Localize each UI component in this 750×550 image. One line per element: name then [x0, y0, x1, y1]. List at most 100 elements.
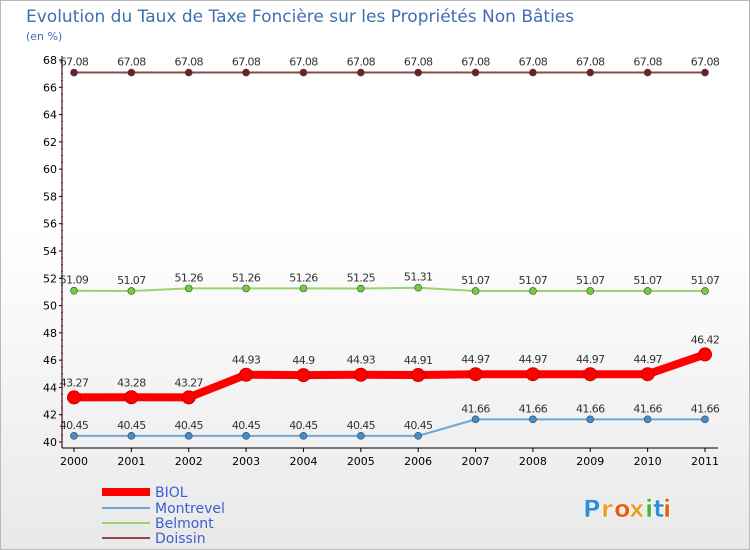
y-minor-tick [61, 148, 63, 150]
y-minor-tick [61, 380, 63, 382]
y-minor-tick [61, 66, 63, 68]
data-point-montrevel [299, 432, 308, 440]
data-label-doissin: 67.08 [232, 56, 261, 69]
y-minor-tick [61, 434, 63, 436]
data-point-biol [411, 368, 426, 383]
y-minor-tick [61, 270, 63, 272]
y-tick-label: 66 [43, 81, 57, 94]
series-line-montrevel [73, 418, 706, 437]
y-minor-tick [61, 59, 63, 61]
data-point-montrevel [127, 432, 136, 440]
y-tick-label: 48 [43, 327, 57, 340]
data-point-doissin [127, 68, 136, 77]
y-tick-label: 62 [43, 136, 57, 149]
chart-subtitle: (en %) [26, 30, 62, 43]
data-label-montrevel: 41.66 [691, 402, 720, 415]
y-minor-tick [61, 223, 63, 225]
data-label-belmont: 51.07 [633, 274, 662, 287]
series-line-belmont [73, 286, 706, 292]
data-label-doissin: 67.08 [117, 56, 146, 69]
y-minor-tick [61, 346, 63, 347]
y-minor-tick [61, 93, 63, 95]
data-point-belmont [414, 283, 422, 292]
y-minor-tick [61, 298, 63, 300]
y-minor-tick [61, 230, 63, 232]
series-line-biol [70, 350, 709, 402]
data-point-montrevel [586, 415, 595, 424]
data-label-montrevel: 40.45 [117, 419, 146, 432]
series-lines [70, 71, 709, 437]
data-label-belmont: 51.26 [174, 271, 203, 284]
y-minor-tick [61, 100, 63, 102]
data-label-biol: 43.27 [174, 376, 203, 389]
x-tick-label: 2004 [289, 455, 317, 468]
data-point-montrevel [471, 415, 480, 424]
y-minor-tick [61, 318, 63, 320]
data-point-belmont [586, 287, 595, 295]
y-minor-tick [61, 86, 63, 88]
y-tick-label: 40 [43, 436, 57, 449]
data-point-doissin [299, 68, 308, 77]
y-minor-tick [61, 182, 63, 184]
data-label-doissin: 67.08 [519, 56, 548, 69]
y-tick-label: 60 [43, 163, 57, 176]
y-minor-tick [61, 325, 63, 327]
data-label-montrevel: 40.45 [232, 419, 261, 432]
y-minor-tick [61, 400, 63, 402]
data-label-montrevel: 41.66 [576, 402, 605, 415]
data-point-montrevel [701, 415, 709, 424]
y-minor-tick [61, 264, 63, 266]
data-point-belmont [357, 284, 365, 293]
data-label-doissin: 67.08 [633, 56, 662, 69]
y-minor-tick [61, 161, 63, 163]
y-minor-tick [61, 414, 63, 416]
y-minor-tick [61, 284, 63, 286]
y-minor-tick [61, 73, 63, 75]
data-point-belmont [529, 287, 537, 295]
data-point-belmont [70, 286, 78, 295]
data-point-montrevel [357, 432, 365, 440]
legend-label-belmont: Belmont [155, 516, 214, 532]
data-label-montrevel: 41.66 [519, 402, 548, 415]
y-minor-tick [61, 332, 63, 334]
y-tick-label: 46 [43, 354, 57, 367]
data-label-montrevel: 40.45 [60, 419, 89, 432]
data-label-biol: 44.91 [404, 354, 433, 367]
y-minor-tick [61, 441, 63, 443]
data-label-belmont: 51.07 [461, 274, 490, 287]
data-label-biol: 44.9 [292, 354, 315, 367]
y-minor-tick [61, 134, 63, 136]
data-label-biol: 44.93 [232, 354, 261, 367]
data-point-belmont [701, 287, 709, 295]
data-point-belmont [184, 284, 193, 293]
y-minor-tick [61, 114, 63, 116]
y-minor-tick [61, 216, 63, 218]
y-minor-tick [61, 386, 63, 388]
y-tick-label: 54 [43, 245, 57, 258]
x-tick-label: 2008 [519, 455, 547, 468]
y-minor-tick [61, 257, 63, 259]
series-points [67, 68, 712, 440]
y-minor-tick [61, 189, 63, 191]
y-minor-tick [61, 366, 63, 368]
y-tick-label: 56 [43, 218, 57, 231]
data-label-biol: 44.93 [347, 354, 376, 367]
brand-letter: i [645, 495, 653, 523]
data-label-montrevel: 40.45 [404, 419, 433, 432]
x-tick-label: 2005 [347, 455, 375, 468]
brand-letter: i [663, 495, 671, 523]
y-minor-tick [61, 243, 63, 245]
data-label-belmont: 51.26 [232, 271, 261, 284]
y-minor-tick [61, 407, 63, 409]
data-label-belmont: 51.25 [347, 272, 376, 285]
y-tick-label: 50 [43, 300, 57, 313]
y-minor-tick [61, 352, 63, 354]
data-point-biol [353, 367, 368, 382]
y-minor-tick [61, 291, 63, 293]
data-label-biol: 46.42 [691, 333, 720, 346]
data-point-biol [124, 390, 139, 405]
data-point-doissin [529, 68, 537, 77]
